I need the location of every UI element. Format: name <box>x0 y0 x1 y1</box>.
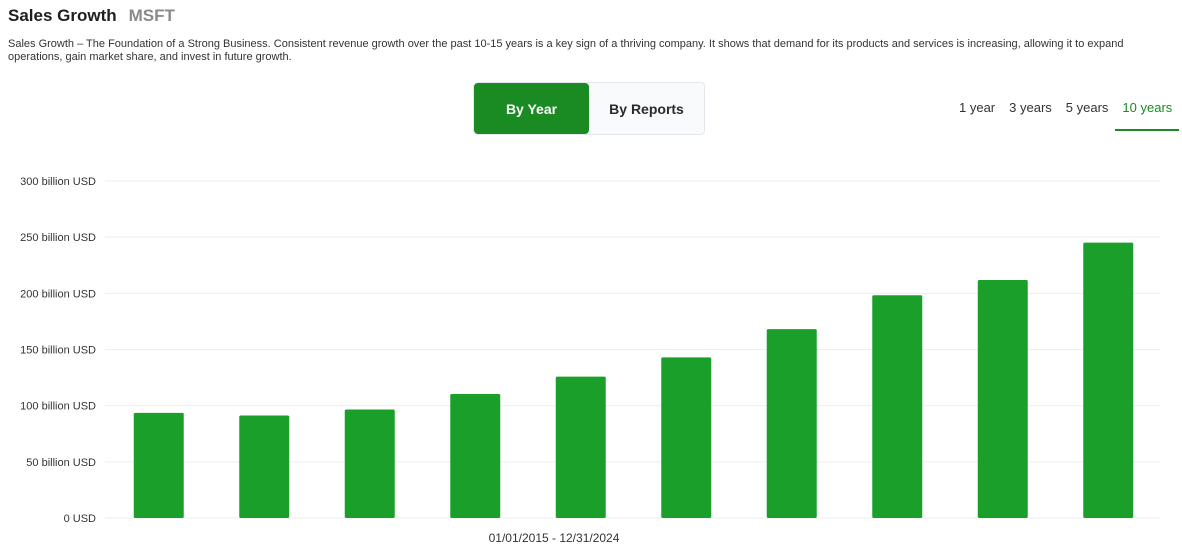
x-axis-label: 01/01/2015 - 12/31/2024 <box>489 531 620 545</box>
period-3-years[interactable]: 3 years <box>1009 100 1052 115</box>
bar-2020[interactable] <box>661 357 712 518</box>
period-selector: 1 year 3 years 5 years 10 years <box>952 100 1180 131</box>
header: Sales Growth MSFT <box>8 6 175 26</box>
description-text: Sales Growth – The Foundation of a Stron… <box>8 38 1124 63</box>
page-title: Sales Growth <box>8 6 117 25</box>
by-year-button[interactable]: By Year <box>474 83 589 134</box>
y-tick-label: 100 billion USD <box>20 401 96 413</box>
y-tick-label: 0 USD <box>64 513 96 525</box>
y-tick-label: 50 billion USD <box>26 457 96 469</box>
bar-2015[interactable] <box>133 412 184 518</box>
bar-2022[interactable] <box>872 295 923 518</box>
y-tick-label: 150 billion USD <box>20 345 96 357</box>
sales-bar-chart: 0 USD 50 billion USD 100 billion USD 150 bi… <box>20 176 1160 545</box>
y-axis-ticks: 0 USD 50 billion USD 100 billion USD 150 bi… <box>20 176 96 525</box>
bar-2023[interactable] <box>977 279 1028 518</box>
bar-2016[interactable] <box>239 415 290 518</box>
y-tick-label: 300 billion USD <box>20 176 96 188</box>
bar-2018[interactable] <box>450 393 501 518</box>
by-reports-button[interactable]: By Reports <box>609 100 684 117</box>
period-5-years[interactable]: 5 years <box>1065 100 1109 115</box>
y-tick-label: 200 billion USD <box>20 288 96 300</box>
view-toggle: By Year By Reports <box>473 82 705 135</box>
y-tick-label: 250 billion USD <box>20 232 96 244</box>
bar-2017[interactable] <box>344 409 395 518</box>
bar-2021[interactable] <box>766 329 817 518</box>
bar-2019[interactable] <box>555 376 606 518</box>
period-1-year[interactable]: 1 year <box>959 100 996 115</box>
bar-2024[interactable] <box>1083 242 1134 518</box>
ticker-symbol: MSFT <box>128 6 175 25</box>
period-10-years[interactable]: 10 years <box>1115 100 1180 131</box>
bars <box>133 242 1134 518</box>
